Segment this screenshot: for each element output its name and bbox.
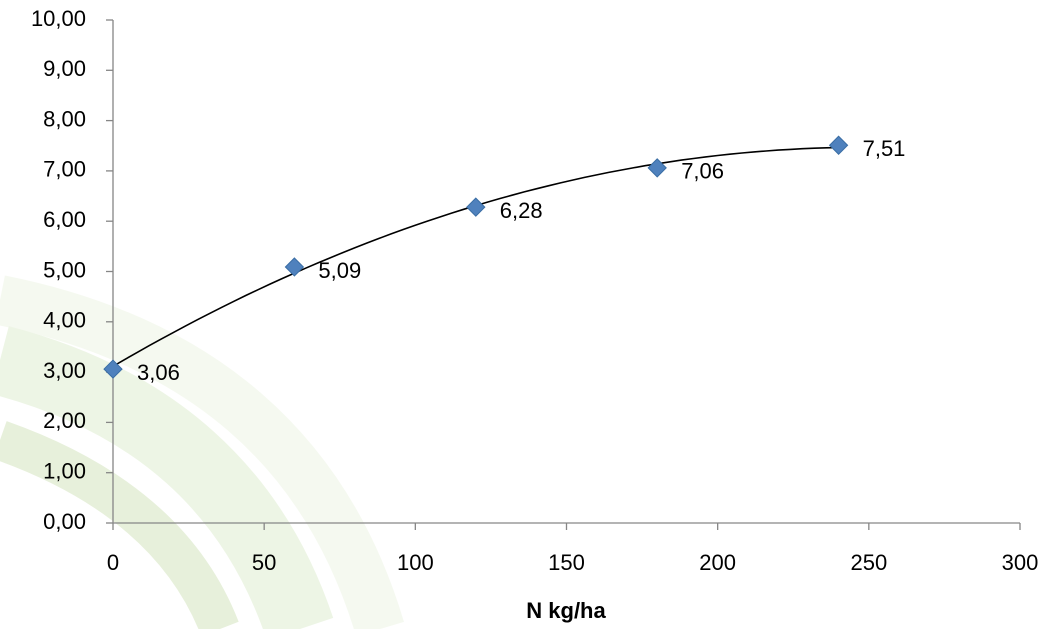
decor-arc (0, 421, 239, 629)
y-tick-label: 8,00 (43, 106, 86, 131)
y-tick-label: 7,00 (43, 157, 86, 182)
y-tick-label: 2,00 (43, 408, 86, 433)
marker (284, 257, 305, 277)
y-tick-label: 10,00 (31, 6, 86, 31)
decor-arc (0, 275, 404, 629)
data-label: 7,06 (681, 159, 724, 184)
y-tick-label: 6,00 (43, 207, 86, 232)
y-tick-label: 0,00 (43, 509, 86, 534)
marker (466, 197, 486, 217)
data-label: 7,51 (863, 136, 906, 161)
x-tick-label: 0 (107, 550, 119, 575)
x-axis-title: N kg/ha (526, 598, 606, 623)
data-label: 3,06 (137, 360, 180, 385)
x-tick-label: 100 (397, 550, 434, 575)
y-tick-label: 1,00 (43, 459, 86, 484)
y-tick-label: 9,00 (43, 56, 86, 81)
y-tick-label: 5,00 (43, 257, 86, 282)
x-tick-label: 200 (699, 550, 736, 575)
marker (828, 135, 849, 155)
y-tick-label: 4,00 (43, 308, 86, 333)
marker (103, 359, 123, 379)
data-label: 5,09 (318, 258, 361, 283)
x-tick-label: 150 (548, 550, 585, 575)
background-decoration (0, 275, 404, 629)
trendline (112, 146, 839, 367)
decor-arc (0, 326, 334, 629)
x-tick-label: 50 (252, 550, 276, 575)
y-tick-label: 3,00 (43, 358, 86, 383)
data-label: 6,28 (500, 198, 543, 223)
x-tick-label: 250 (850, 550, 887, 575)
x-tick-label: 300 (1002, 550, 1039, 575)
marker (647, 158, 667, 178)
